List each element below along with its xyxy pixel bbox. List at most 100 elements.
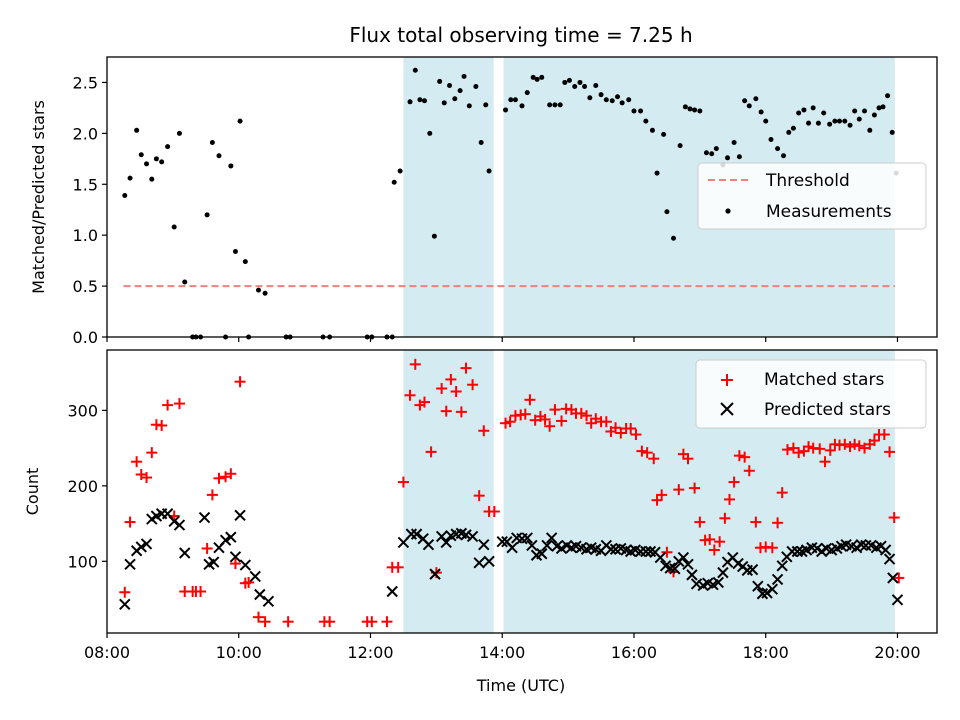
measurements-point — [619, 100, 625, 106]
matched-stars-point — [195, 585, 207, 597]
measurements-point — [742, 98, 748, 104]
measurements-point — [437, 78, 443, 84]
measurements-point — [182, 279, 188, 285]
predicted-stars-point — [440, 536, 452, 549]
predicted-stars-point — [422, 538, 435, 551]
measurements-point — [758, 109, 764, 115]
measurements-point — [692, 107, 698, 113]
count-panel: 08:00 10:00 12:00 14:00 16:00 18:00 20:00 100 20… — [23, 349, 938, 695]
y-tick-label: 2.0 — [73, 124, 98, 143]
predicted-stars-point — [410, 528, 423, 540]
measurements-point — [753, 96, 759, 102]
count-series — [119, 358, 905, 628]
measurements-point — [598, 92, 604, 98]
predicted-stars-point — [140, 538, 153, 550]
predicted-stars-point — [717, 566, 729, 579]
ratio-panel: Flux total observing time = 7.25 h 0.00.… — [29, 23, 938, 347]
matched-stars-point — [156, 419, 168, 431]
measurements-point — [441, 100, 447, 106]
matched-stars-point — [243, 576, 255, 588]
measurements-point — [149, 176, 155, 182]
count-legend: Matched stars Predicted stars — [695, 359, 927, 429]
predicted-stars-point — [677, 551, 690, 564]
matched-stars-point — [724, 493, 735, 505]
y-tick-label: 2.5 — [73, 73, 98, 92]
measurements-point — [122, 192, 128, 198]
matched-stars-point — [704, 533, 716, 545]
matched-stars-point — [733, 450, 745, 462]
measurements-point — [867, 127, 873, 133]
predicted-stars-point — [435, 530, 448, 543]
matched-stars-point — [636, 445, 648, 457]
y-tick-label: 200 — [67, 477, 98, 496]
matched-stars-point — [549, 404, 561, 416]
matched-stars-point — [839, 438, 851, 450]
measurements-point — [876, 105, 882, 111]
matched-stars-point — [884, 446, 896, 458]
predicted-stars-point — [478, 538, 490, 551]
measurements-point — [626, 97, 632, 103]
measurements-point — [821, 110, 827, 116]
ratio-legend-box — [697, 162, 927, 230]
measurements-point — [781, 153, 787, 159]
matched-stars-point — [229, 558, 241, 570]
predicted-stars-point — [119, 598, 131, 611]
predicted-stars-point — [640, 545, 652, 558]
measurements-point — [593, 83, 599, 89]
matched-stars-point — [600, 416, 612, 428]
matched-stars-point — [213, 472, 225, 484]
measurements-point — [447, 83, 453, 89]
matched-stars-point — [409, 358, 421, 370]
measurements-point — [427, 130, 433, 136]
measurements-point — [649, 127, 655, 133]
predicted-stars-point — [496, 535, 508, 548]
predicted-stars-point — [891, 594, 904, 606]
matched-stars-point — [544, 420, 556, 432]
predicted-stars-point — [460, 529, 472, 541]
measurements-point — [638, 108, 644, 114]
matched-stars-point — [460, 362, 472, 374]
measurements-point — [763, 118, 769, 124]
ratio-axes-frame — [106, 56, 938, 338]
matched-stars-point — [425, 446, 437, 458]
ratio-y-axis-label: Matched/Predicted stars — [29, 100, 48, 294]
matched-stars-point — [694, 516, 706, 528]
y-tick-label: 0.0 — [73, 328, 98, 347]
matched-stars-point — [201, 542, 213, 554]
matched-stars-point — [781, 444, 793, 456]
predicted-stars-point — [225, 531, 237, 543]
matched-stars-point — [173, 398, 185, 410]
matched-stars-point — [793, 447, 805, 459]
measurements-point — [801, 107, 807, 113]
measurements-point — [631, 108, 637, 114]
predicted-stars-point — [761, 587, 773, 599]
matched-stars-point — [440, 405, 452, 417]
measurements-point — [703, 150, 709, 156]
matched-stars-point — [119, 586, 131, 598]
measurements-point — [486, 168, 492, 174]
matched-stars-point — [404, 389, 416, 401]
matched-stars-point — [575, 407, 587, 419]
predicted-stars-point — [229, 551, 242, 563]
measurements-point — [524, 90, 530, 96]
legend-matched-label: Matched stars — [764, 370, 884, 390]
measurements-point — [847, 122, 853, 128]
measurements-point — [134, 127, 140, 133]
count-axes-frame — [106, 349, 938, 634]
predicted-stars-point — [654, 551, 667, 564]
predicted-stars-point — [198, 511, 211, 524]
predicted-stars-point — [686, 569, 698, 581]
measurements-point — [856, 116, 862, 122]
matched-stars-point — [206, 489, 218, 501]
measurements-point — [790, 125, 796, 131]
measurements-point — [478, 140, 484, 146]
measurements-point — [677, 143, 683, 149]
measurements-point — [661, 131, 667, 137]
measurements-point — [775, 146, 781, 152]
measurements-point — [452, 96, 458, 102]
matched-stars-point — [776, 487, 788, 499]
matched-stars-point — [436, 382, 448, 394]
predicted-stars-point — [168, 515, 180, 528]
measurements-point — [615, 94, 621, 100]
